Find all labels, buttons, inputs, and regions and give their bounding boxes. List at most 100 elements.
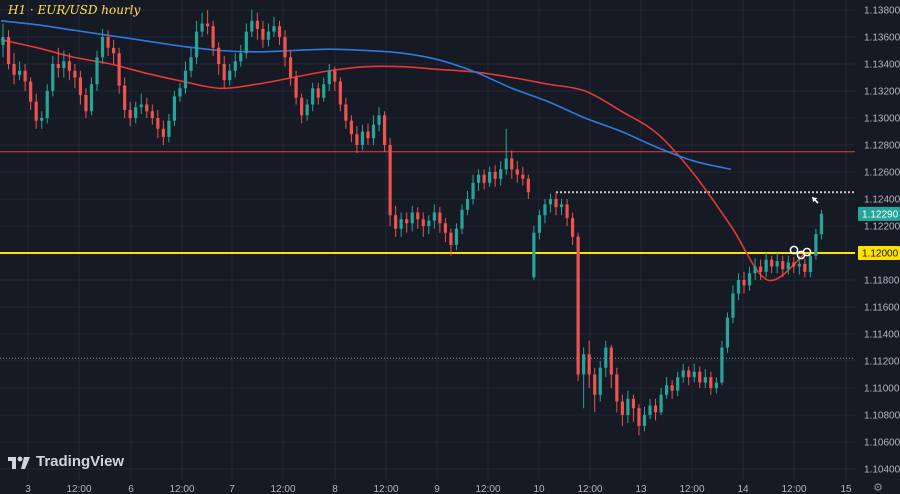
support-level-label: 1.12000 <box>862 249 899 260</box>
candle-body <box>438 212 442 224</box>
candle-body <box>327 70 331 85</box>
candle-body <box>537 215 542 233</box>
candle-body <box>333 70 337 82</box>
candle-body <box>250 20 254 32</box>
candle-body <box>421 219 425 226</box>
last-price-badge <box>858 206 900 221</box>
y-tick-label: 1.12600 <box>864 168 900 179</box>
candle-body <box>554 199 558 208</box>
candle-body <box>698 371 702 383</box>
x-tick-label: 13 <box>635 484 647 494</box>
y-tick-label: 1.12800 <box>864 141 900 152</box>
candle-body <box>543 204 547 216</box>
candle-body <box>62 61 66 69</box>
candle-body <box>637 408 641 426</box>
y-tick-label: 1.10800 <box>864 411 900 422</box>
candle-body <box>576 236 580 375</box>
candle-body <box>709 377 713 388</box>
x-tick-label: 12:00 <box>577 484 602 494</box>
candle-body <box>388 145 392 216</box>
candle-body <box>123 85 127 110</box>
x-tick-label: 12:00 <box>66 484 91 494</box>
x-tick-label: 12:00 <box>679 484 704 494</box>
candle-body <box>648 405 652 415</box>
candle-body <box>178 88 182 97</box>
x-tick-label: 12:00 <box>475 484 500 494</box>
candle-body <box>377 115 381 125</box>
candle-body <box>582 354 586 375</box>
candle-body <box>570 217 575 237</box>
x-tick-label: 12:00 <box>781 484 806 494</box>
candle-body <box>366 131 370 139</box>
candle-body <box>255 20 259 29</box>
candle-body <box>167 120 171 137</box>
candle-body <box>764 259 768 272</box>
candle-body <box>156 118 160 129</box>
y-tick-label: 1.13000 <box>864 114 900 125</box>
candle-body <box>736 280 741 294</box>
candle-body <box>360 131 365 145</box>
y-tick-label: 1.12400 <box>864 195 900 206</box>
candle-body <box>449 232 453 245</box>
candle-body <box>770 259 774 267</box>
candle-body <box>642 415 647 426</box>
candle-body <box>792 262 796 267</box>
candle-body <box>526 178 530 193</box>
candle-body <box>45 91 49 118</box>
candle-body <box>189 57 193 71</box>
candle-body <box>100 37 105 58</box>
candle-body <box>172 96 177 121</box>
candle-body <box>742 280 746 286</box>
candle-body <box>233 61 237 71</box>
candle-body <box>117 53 121 86</box>
candle-body <box>283 37 287 58</box>
candle-body <box>73 70 77 78</box>
candle-body <box>482 174 486 183</box>
candle-body <box>29 81 33 102</box>
settings-gear-icon[interactable]: ⚙ <box>873 482 883 494</box>
candle-body <box>239 53 243 62</box>
candle-body <box>134 107 138 118</box>
candle-body <box>488 172 492 183</box>
chart-title: H1 · EUR/USD hourly <box>8 3 141 17</box>
candle-body <box>399 219 403 229</box>
tradingview-logo: TradingView <box>8 453 124 470</box>
candle-body <box>676 377 680 391</box>
candle-body <box>355 134 359 145</box>
candle-body <box>493 172 497 179</box>
support-level-badge <box>858 246 900 260</box>
candle-body <box>410 212 414 224</box>
candle-body <box>266 31 271 40</box>
candle-body <box>720 347 724 383</box>
candles <box>1 10 824 436</box>
candle-body <box>288 57 293 78</box>
y-tick-label: 1.10400 <box>864 465 900 476</box>
candle-body <box>6 37 11 64</box>
candle-body <box>338 81 342 105</box>
candle-body <box>703 377 707 383</box>
candle-body <box>814 234 818 256</box>
candle-body <box>659 394 663 413</box>
candle-body <box>112 47 116 54</box>
candle-body <box>222 64 226 81</box>
candle-body <box>261 28 265 40</box>
candle-body <box>1 37 5 46</box>
moving-average-red <box>0 38 805 282</box>
candle-body <box>67 61 71 71</box>
candle-body <box>759 266 763 272</box>
annotation-circle <box>802 247 812 257</box>
candle-body <box>316 88 320 98</box>
x-tick-label: 9 <box>434 484 440 494</box>
candle-body <box>78 77 83 96</box>
candle-body <box>217 47 221 64</box>
y-tick-label: 1.11800 <box>864 276 900 287</box>
candle-body <box>460 209 464 229</box>
candle-body <box>89 84 94 112</box>
candle-body <box>12 64 16 75</box>
candle-body <box>653 405 658 413</box>
candle-body <box>670 385 674 391</box>
candle-body <box>95 57 99 85</box>
candle-body <box>504 158 508 170</box>
candle-body <box>427 220 431 226</box>
